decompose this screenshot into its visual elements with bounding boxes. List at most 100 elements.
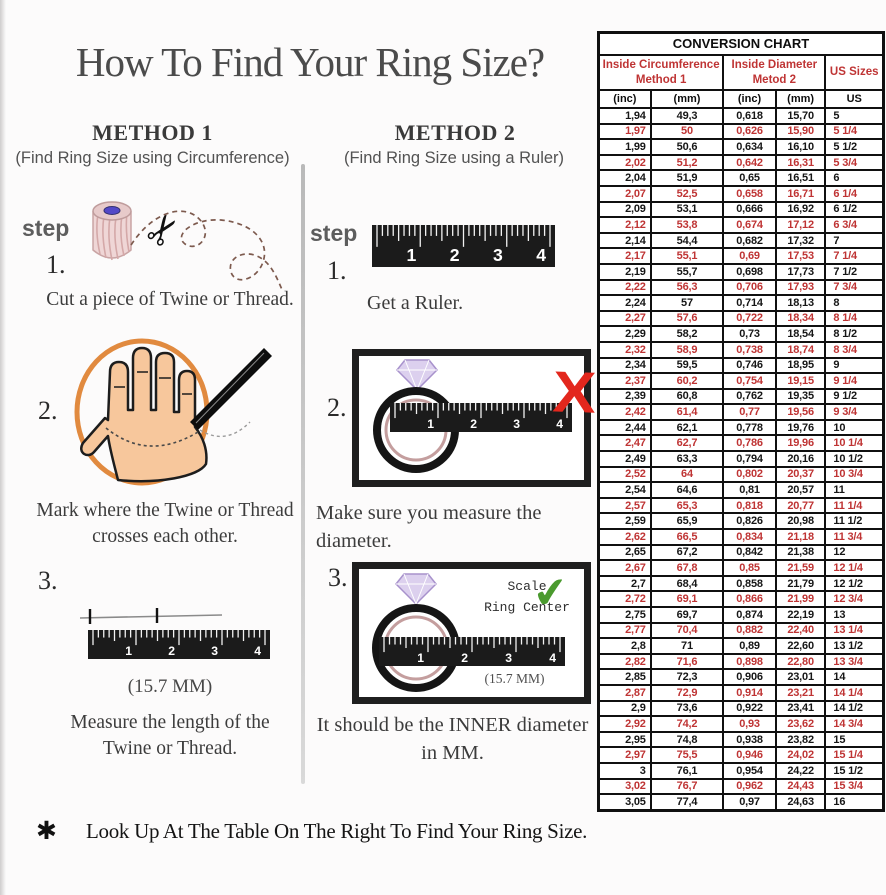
table-cell: 6 [824,169,885,187]
table-cell: 9 [824,356,885,375]
table-cell: 2,12 [597,216,652,234]
table-cell: 51,2 [649,153,725,172]
diamond-icon [396,359,438,391]
table-cell: 0,626 [722,122,777,141]
spool-hole [103,206,121,215]
table-cell: 65,9 [649,512,725,531]
table-cell: 24,63 [774,793,827,812]
table-cell: 17,53 [774,247,827,265]
table-cell: 2,49 [597,450,652,468]
table-cell: 8 3/4 [824,340,885,359]
table-cell: 21,99 [774,590,827,608]
table-cell: 16 [824,793,885,812]
table-cell: 62,7 [649,434,725,453]
table-cell: 15,70 [774,107,827,125]
table-cell: 18,34 [774,309,827,328]
table-cell: 62,1 [649,418,725,437]
svg-text:4: 4 [254,644,261,658]
table-cell: 2,9 [597,699,652,718]
table-cell: 0,842 [722,543,777,562]
table-cell: 6 1/4 [824,184,885,203]
table-row: 2,02 51,2 0,642 16,31 5 3/4 [597,153,885,172]
method2-step-label: step [310,220,358,246]
table-cell: 60,8 [649,387,725,406]
table-cell: 13 1/4 [824,621,885,640]
table-cell: 3,02 [597,777,652,796]
svg-text:4: 4 [556,417,563,431]
footnote-text: Look Up At The Table On The Right To Fin… [86,819,588,843]
table-cell: 0,69 [722,247,777,265]
table-cell: 74,2 [649,715,725,733]
table-cell: 1,99 [597,138,652,156]
table-cell: 1,97 [597,122,652,141]
table-cell: 55,7 [649,262,725,281]
table-row: 2,85 72,3 0,906 23,01 14 [597,668,885,686]
table-cell: 51,9 [649,169,725,187]
table-cell: 15 3/4 [824,777,885,796]
table-row: 2,82 71,6 0,898 22,80 13 3/4 [597,652,885,671]
svg-text:2: 2 [450,245,460,265]
table-cell: 0,666 [722,200,777,219]
table-cell: 7 1/2 [824,262,885,281]
table-cell: 2,75 [597,606,652,624]
thread-mark [105,427,199,447]
table-row: 2,39 60,8 0,762 19,35 9 1/2 [597,387,885,406]
table-cell: 17,93 [774,278,827,297]
table-row: 2,12 53,8 0,674 17,12 6 3/4 [597,216,885,234]
table-cell: 54,4 [649,231,725,250]
table-cell: 0,898 [722,652,777,671]
table-cell: 50 [649,122,725,141]
table-cell: 19,56 [774,403,827,421]
table-cell: 0,65 [722,169,777,187]
table-row: 2,07 52,5 0,658 16,71 6 1/4 [597,184,885,203]
table-cell: 2,8 [597,637,652,655]
conversion-chart-title: CONVERSION CHART [597,31,885,56]
table-cell: 2,92 [597,715,652,733]
svg-text:1: 1 [406,245,416,265]
method2-step3-measure: (15.7 MM) [484,671,545,686]
svg-text:4: 4 [536,245,546,265]
table-cell: 22,80 [774,652,827,671]
table-cell: 14 1/4 [824,683,885,702]
table-row: 2,95 74,8 0,938 23,82 15 [597,730,885,749]
table-cell: 10 [824,418,885,437]
table-row: 2,97 75,5 0,946 24,02 15 1/4 [597,746,885,764]
method2-subheading: (Find Ring Size using a Ruler) [343,149,565,167]
table-cell: 11 [824,481,885,499]
table-cell: 75,5 [649,746,725,764]
table-row: 3,02 76,7 0,962 24,43 15 3/4 [597,777,885,796]
table-cell: 17,32 [774,231,827,250]
table-cell: 0,722 [722,309,777,328]
table-cell: 61,4 [649,403,725,421]
table-cell: 23,01 [774,668,827,686]
table-cell: 2,87 [597,683,652,702]
table-row: 2,92 74,2 0,93 23,62 14 3/4 [597,715,885,733]
table-cell: 2,19 [597,262,652,281]
table-cell: 21,59 [774,559,827,577]
table-cell: 72,3 [649,668,725,686]
page-title: How To Find Your Ring Size? [75,39,545,85]
table-cell: 13 [824,606,885,624]
table-cell: 0,954 [722,761,777,780]
table-cell: 66,5 [649,528,725,546]
table-row: 2,09 53,1 0,666 16,92 6 1/2 [597,200,885,219]
table-row: 3 76,1 0,954 24,22 15 1/2 [597,761,885,780]
scale-ring-center-label: Scale Ring Center [484,579,570,615]
table-cell: 5 1/4 [824,122,885,141]
table-cell: 16,71 [774,184,827,203]
table-cell: 3 [597,761,652,780]
col-header-us: US [824,89,885,109]
table-cell: 0,698 [722,262,777,281]
correct-measurement-diagram: Scale Ring Center ✔ 1 2 3 4 (15.7 MM) [352,562,591,704]
table-cell: 12 3/4 [824,590,885,608]
scan-edge [0,0,6,895]
table-cell: 2,44 [597,418,652,437]
table-cell: 0,906 [722,668,777,686]
table-cell: 73,6 [649,699,725,718]
table-cell: 9 1/4 [824,372,885,390]
svg-text:3: 3 [493,245,503,265]
col-header-mm-2: (mm) [774,89,827,109]
table-cell: 12 [824,543,885,562]
table-row: 2,47 62,7 0,786 19,96 10 1/4 [597,434,885,453]
table-cell: 1,94 [597,107,652,125]
